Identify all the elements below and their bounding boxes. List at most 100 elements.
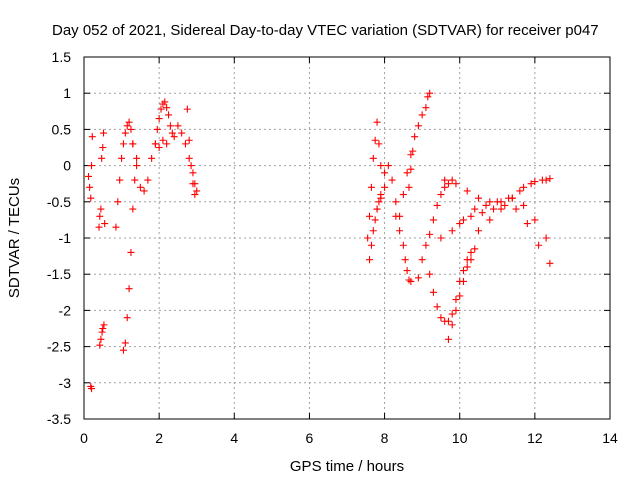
data-point: [475, 227, 482, 235]
data-point: [125, 285, 133, 293]
data-point: [384, 162, 392, 170]
data-point: [444, 317, 452, 325]
data-point: [119, 140, 127, 148]
data-point: [448, 176, 456, 184]
data-point: [165, 111, 173, 119]
data-point: [133, 162, 141, 170]
data-point: [97, 205, 105, 213]
data-point: [546, 259, 554, 267]
data-point: [459, 216, 467, 224]
series-arc-21: [456, 201, 554, 267]
data-point: [131, 176, 139, 184]
data-point: [527, 180, 535, 188]
data-point: [388, 176, 396, 184]
data-point: [136, 183, 144, 191]
data-point: [542, 234, 550, 242]
data-point: [399, 241, 407, 249]
series-arc-17: [426, 245, 479, 325]
data-point: [497, 205, 505, 213]
data-point: [133, 154, 141, 162]
data-point: [411, 133, 419, 141]
data-point: [87, 194, 95, 202]
series-arc-3: [95, 129, 109, 231]
y-tick-label: 0: [63, 158, 71, 174]
data-point: [452, 306, 460, 314]
data-point: [371, 136, 379, 144]
data-point: [482, 201, 490, 209]
data-point: [501, 201, 509, 209]
y-tick-label: -1.5: [47, 266, 71, 282]
series-arc-12: [366, 194, 385, 264]
x-axis-label: GPS time / hours: [290, 458, 404, 475]
series-arc-5: [112, 118, 137, 231]
series-arc-10: [183, 105, 199, 199]
data-point: [392, 212, 400, 220]
series-arc-6: [119, 154, 141, 354]
series-arc-15: [405, 89, 434, 191]
data-point: [497, 198, 505, 206]
plot-frame: [83, 56, 611, 420]
data-point: [424, 93, 432, 101]
data-point: [467, 248, 475, 256]
data-point: [542, 176, 550, 184]
data-point: [166, 122, 174, 130]
data-point: [422, 104, 430, 112]
data-point: [381, 169, 389, 177]
data-point: [459, 277, 467, 285]
data-point: [405, 183, 413, 191]
data-point: [144, 176, 152, 184]
data-point: [88, 385, 96, 393]
data-point: [508, 194, 516, 202]
y-tick-label: -3: [59, 375, 72, 391]
data-point: [452, 180, 460, 188]
series-arc-2: [87, 382, 96, 393]
data-point: [191, 191, 199, 199]
data-point: [174, 122, 182, 130]
series-arc-20: [441, 176, 550, 242]
data-point: [437, 314, 445, 322]
data-point: [127, 248, 135, 256]
data-point: [407, 151, 415, 159]
data-point: [471, 245, 479, 253]
data-point: [467, 212, 475, 220]
data-point: [490, 205, 498, 213]
axis-ticks: [83, 56, 611, 420]
data-point: [516, 187, 524, 195]
data-point: [512, 205, 520, 213]
data-point: [369, 227, 377, 235]
data-point: [409, 147, 417, 155]
data-point: [467, 256, 475, 264]
data-point: [444, 180, 452, 188]
y-tick-label: -2: [59, 302, 72, 318]
data-point: [441, 183, 449, 191]
data-point: [414, 122, 422, 130]
data-point: [85, 172, 93, 180]
data-point: [121, 339, 129, 347]
data-point: [429, 288, 437, 296]
x-tick-label: 6: [306, 430, 314, 446]
data-point: [118, 154, 126, 162]
data-point: [448, 227, 456, 235]
series-arc-14: [392, 212, 415, 285]
data-point: [178, 129, 186, 137]
data-point: [125, 118, 133, 126]
y-tick-label: -2.5: [47, 339, 71, 355]
data-point: [377, 191, 385, 199]
data-point: [97, 335, 105, 343]
data-point: [187, 162, 195, 170]
data-point: [112, 223, 120, 231]
data-points: [85, 89, 554, 393]
y-tick-label: -1: [59, 230, 72, 246]
data-point: [121, 129, 129, 137]
x-tick-label: 2: [155, 430, 163, 446]
data-point: [100, 321, 108, 329]
series-arc-13: [373, 151, 415, 220]
data-point: [189, 180, 197, 188]
chart-title: Day 052 of 2021, Sidereal Day-to-day VTE…: [52, 22, 599, 39]
data-point: [373, 205, 381, 213]
y-axis-label: SDTVAR / TECUs: [6, 178, 23, 298]
data-point: [96, 341, 104, 349]
data-point: [123, 122, 131, 130]
data-point: [119, 346, 127, 354]
data-point: [403, 169, 411, 177]
